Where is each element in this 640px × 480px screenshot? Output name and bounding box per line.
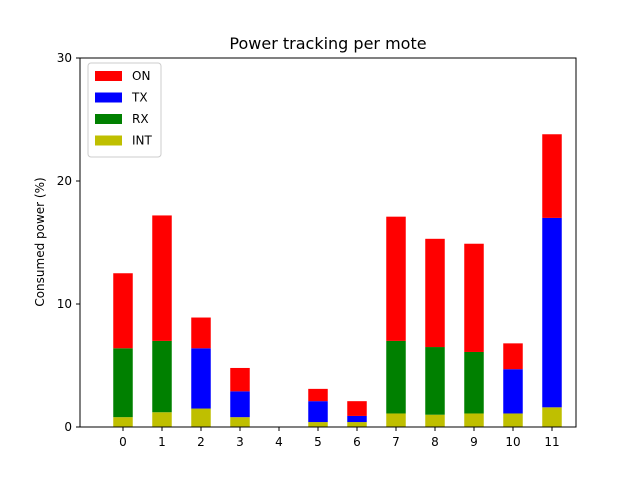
bar-tx-5 <box>308 401 328 423</box>
bar-tx-2 <box>191 348 211 409</box>
bar-on-10 <box>503 343 523 370</box>
x-tick-label: 7 <box>392 435 400 449</box>
bar-int-3 <box>230 417 250 427</box>
legend-swatch-rx <box>95 114 122 124</box>
x-tick-label: 2 <box>197 435 205 449</box>
chart-title: Power tracking per mote <box>229 34 426 53</box>
x-tick-label: 9 <box>470 435 478 449</box>
y-axis: 0 10 20 30 <box>57 51 80 434</box>
bar-tx-3 <box>230 391 250 418</box>
bar-on-11 <box>542 134 562 218</box>
plot-frame <box>79 57 577 428</box>
bar-on-2 <box>191 317 211 349</box>
y-tick-label: 20 <box>57 174 72 188</box>
bar-on-1 <box>152 215 172 341</box>
bar-int-11 <box>542 407 562 427</box>
bar-int-0 <box>113 417 133 427</box>
bar-on-7 <box>386 216 406 341</box>
bar-on-0 <box>113 273 133 349</box>
legend-frame <box>87 62 162 158</box>
x-tick-label: 8 <box>431 435 439 449</box>
bar-rx-7 <box>386 340 406 414</box>
y-tick-label: 0 <box>64 420 72 434</box>
bar-rx-8 <box>425 347 445 415</box>
bar-on-6 <box>347 401 367 416</box>
bar-on-5 <box>308 388 328 402</box>
y-tick-label: 10 <box>57 297 72 311</box>
bar-rx-0 <box>113 348 133 418</box>
x-tick-label: 11 <box>544 435 559 449</box>
x-tick-label: 4 <box>275 435 283 449</box>
x-axis: 0 1 2 3 4 5 6 7 8 9 10 11 <box>119 427 560 449</box>
bar-tx-11 <box>542 217 562 408</box>
bar-group <box>113 134 562 427</box>
bar-int-10 <box>503 413 523 427</box>
bar-int-6 <box>347 422 367 427</box>
x-tick-label: 10 <box>505 435 520 449</box>
x-tick-label: 3 <box>236 435 244 449</box>
bar-on-3 <box>230 367 250 392</box>
bar-int-7 <box>386 413 406 427</box>
bar-int-8 <box>425 414 445 427</box>
legend: ON TX RX INT <box>87 62 162 158</box>
y-tick-label: 30 <box>57 51 72 65</box>
bar-on-8 <box>425 238 445 348</box>
x-tick-label: 6 <box>353 435 361 449</box>
bar-rx-9 <box>464 351 484 414</box>
x-tick-label: 5 <box>314 435 322 449</box>
bar-rx-1 <box>152 340 172 413</box>
x-tick-label: 0 <box>119 435 127 449</box>
legend-label-tx: TX <box>131 91 148 105</box>
bar-on-9 <box>464 243 484 352</box>
legend-label-int: INT <box>132 134 153 148</box>
legend-swatch-tx <box>95 92 122 103</box>
y-axis-label: Consumed power (%) <box>33 177 47 306</box>
legend-label-on: ON <box>132 69 150 83</box>
bar-int-1 <box>152 412 172 427</box>
legend-swatch-int <box>95 135 122 146</box>
bar-tx-10 <box>503 369 523 414</box>
bar-int-9 <box>464 413 484 427</box>
legend-label-rx: RX <box>132 112 149 126</box>
legend-swatch-on <box>95 71 122 81</box>
bar-int-5 <box>308 422 328 427</box>
bar-int-2 <box>191 408 211 427</box>
bar-tx-6 <box>347 415 367 423</box>
x-tick-label: 1 <box>158 435 166 449</box>
